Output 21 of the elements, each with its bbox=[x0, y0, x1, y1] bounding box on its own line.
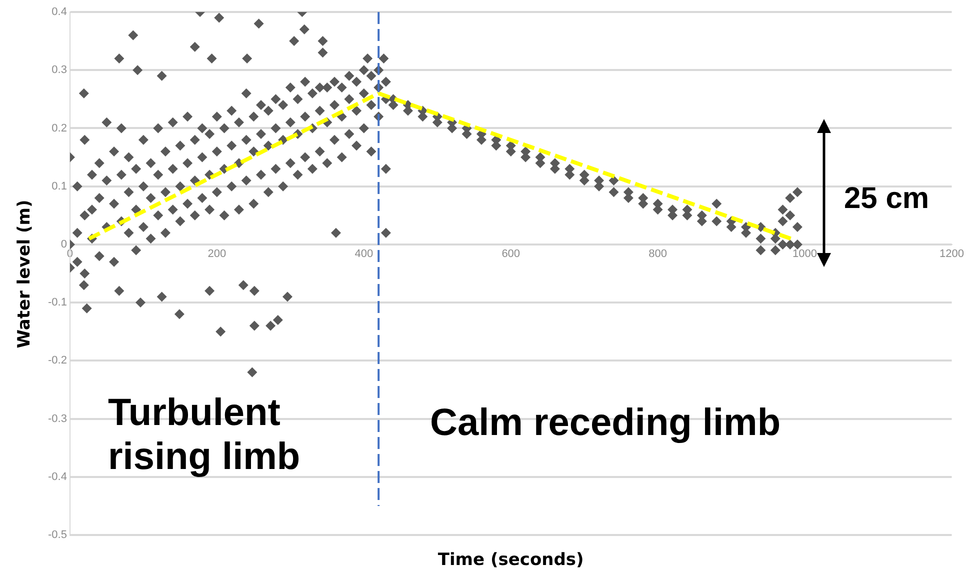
x-tick-label: 600 bbox=[502, 248, 520, 260]
y-tick-label: 0.4 bbox=[52, 6, 67, 18]
y-axis-title: Water level (m) bbox=[14, 199, 34, 348]
y-tick-label: 0.1 bbox=[52, 180, 67, 192]
y-tick-label: -0.5 bbox=[48, 529, 67, 542]
y-tick-label: 0.2 bbox=[52, 122, 67, 134]
y-tick-label: 0 bbox=[60, 238, 67, 250]
annotation: 25 cm bbox=[844, 182, 930, 216]
y-tick-label: -0.3 bbox=[48, 412, 67, 425]
annotation: Calm receding limb bbox=[430, 402, 781, 446]
y-tick-label: 0.3 bbox=[52, 64, 67, 76]
x-tick-label: 1200 bbox=[940, 248, 964, 260]
x-tick-label: 200 bbox=[208, 248, 226, 260]
annotation: Turbulent rising limb bbox=[108, 392, 302, 480]
y-tick-label: -0.1 bbox=[48, 296, 67, 309]
x-tick-label: 800 bbox=[648, 248, 668, 260]
y-tick-label: -0.4 bbox=[48, 470, 67, 483]
y-tick-label: -0.2 bbox=[48, 354, 67, 367]
x-axis-title: Time (seconds) bbox=[438, 550, 584, 570]
x-tick-label: 1000 bbox=[792, 248, 818, 260]
x-tick-label: 400 bbox=[354, 248, 374, 260]
